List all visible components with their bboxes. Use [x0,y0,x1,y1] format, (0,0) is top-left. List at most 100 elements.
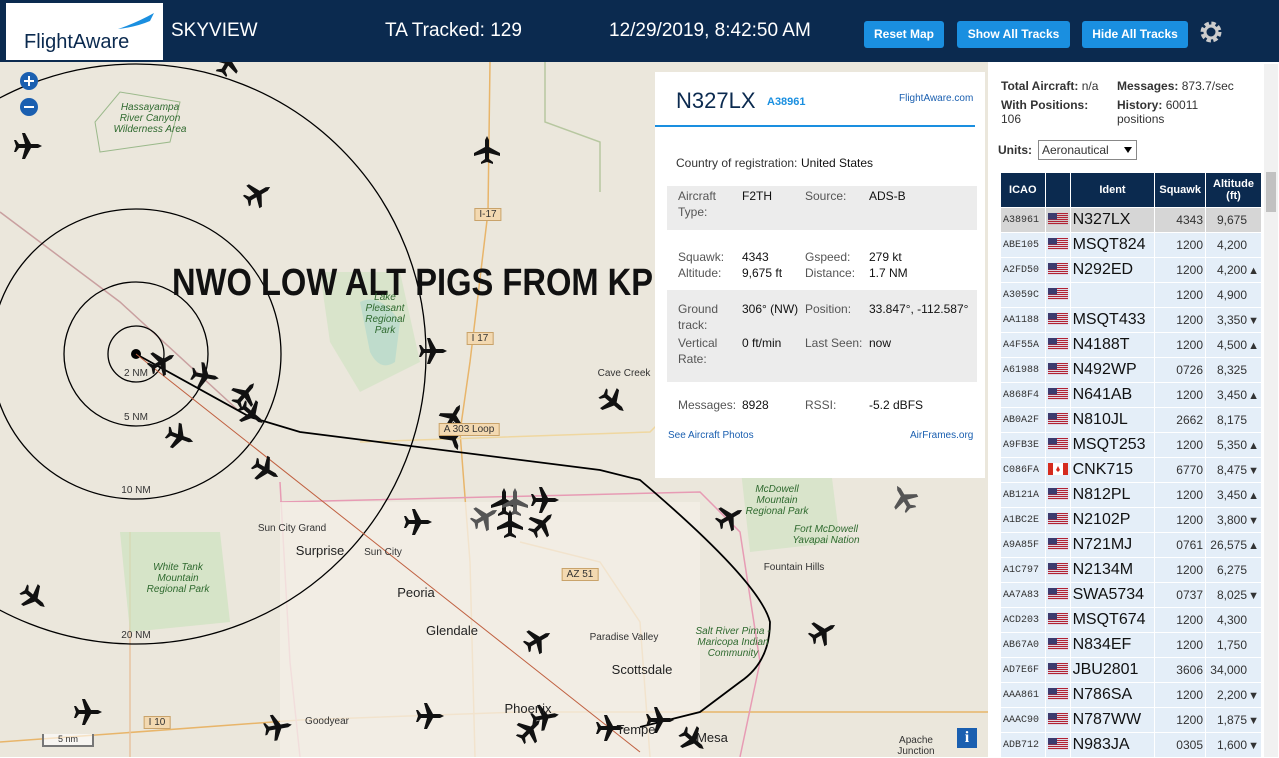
ident-cell: N810JL [1069,407,1156,433]
flightaware-link[interactable]: FlightAware.com [899,93,974,104]
column-header[interactable]: ICAO [1000,172,1046,208]
flag-icon [1047,287,1068,299]
flag-part [1047,393,1068,395]
place-label: Sun City [364,547,402,558]
road-label: A 303 Loop [438,423,500,436]
table-row[interactable]: AB0A2F N810JL 2662 8,175 [1000,407,1262,433]
trend-arrow: ▲ [1248,440,1259,452]
hide-tracks-button[interactable]: Hide All Tracks [1082,21,1188,48]
altitude-text: 34,000 [1210,663,1247,677]
units-select[interactable]: Aeronautical [1038,140,1137,160]
table-row[interactable]: A3059C 1200 4,900 [1000,282,1262,308]
settings-icon[interactable] [1198,19,1224,45]
reset-map-button[interactable]: Reset Map [864,21,944,48]
flag-icon [1047,262,1068,274]
ident-cell: MSQT824 [1069,232,1156,258]
table-row[interactable]: AB67A0 N834EF 1200 1,750 [1000,632,1262,658]
flag-part [1047,595,1068,597]
squawk-cell: 2662 [1154,407,1206,433]
flag-part [1047,712,1068,714]
scrollbar[interactable] [1264,64,1278,757]
flag-part [1047,668,1068,670]
flag-part [1047,212,1057,219]
table-row[interactable]: C086FA CNK715 6770 8,475▼ [1000,457,1262,483]
trend-slot: ▼ [1247,315,1259,327]
icao-cell: A1C797 [1000,557,1046,583]
table-row[interactable]: A9FB3E MSQT253 1200 5,350▲ [1000,432,1262,458]
info-icon[interactable]: i [957,728,977,748]
table-row[interactable]: ABE105 MSQT824 1200 4,200 [1000,232,1262,258]
flag-part [1047,237,1057,244]
aircraft-icon [74,699,102,725]
squawk-cell: 1200 [1154,682,1206,708]
table-row[interactable]: AAA861 N786SA 1200 2,200▼ [1000,682,1262,708]
ident-text: N787WW [1072,711,1142,728]
flag-part [1047,564,1068,566]
table-row[interactable]: A1BC2E N2102P 1200 3,800▼ [1000,507,1262,533]
column-header[interactable]: Altitude (ft) [1205,172,1262,208]
flag-part [1047,695,1068,697]
table-row[interactable]: A4F55A N4188T 1200 4,500▲ [1000,332,1262,358]
road-label: AZ 51 [561,568,599,581]
field-label: Gspeed: [805,250,851,264]
park-area [120,532,230,632]
squawk-cell: 1200 [1154,332,1206,358]
show-tracks-button[interactable]: Show All Tracks [957,21,1070,48]
table-row[interactable]: AA7A83 SWA5734 0737 8,025▼ [1000,582,1262,608]
flag-cell [1044,407,1071,433]
ident-text: N327LX [1072,211,1131,228]
logo-box[interactable]: FlightAware [6,3,163,60]
flag-cell [1044,282,1071,308]
flag-part [1047,266,1068,268]
table-row[interactable]: A38961 N327LX 4343 9,675 [1000,207,1262,233]
airframes-link[interactable]: AirFrames.org [910,430,974,441]
table-row[interactable]: A868F4 N641AB 1200 3,450▲ [1000,382,1262,408]
flag-part [1047,487,1057,494]
column-header[interactable]: Squawk [1154,172,1206,208]
table-row[interactable]: A2FD50 N292ED 1200 4,200▲ [1000,257,1262,283]
flag-icon [1047,737,1068,749]
icao-cell: A1BC2E [1000,507,1046,533]
flag-cell [1044,457,1071,483]
trend-arrow: ▼ [1248,740,1259,752]
column-header[interactable] [1044,172,1071,208]
trend-slot: ▲ [1247,340,1259,352]
flag-part [1047,612,1057,619]
table-row[interactable]: AB121A N812PL 1200 3,450▲ [1000,482,1262,508]
flag-part [1047,512,1057,519]
table-row[interactable]: ADB712 N983JA 0305 1,600▼ [1000,732,1262,758]
flag-part [1047,412,1068,414]
ident-text: MSQT433 [1072,311,1146,328]
altitude-cell: 3,450▲ [1205,482,1262,508]
flag-cell [1044,582,1071,608]
flag-part [1047,364,1068,366]
flag-part [1047,287,1057,294]
park-area [740,462,840,552]
flag-part [1047,318,1068,320]
table-row[interactable]: A9A85F N721MJ 0761 26,575▲ [1000,532,1262,558]
table-row[interactable]: AA1188 MSQT433 1200 3,350▼ [1000,307,1262,333]
photos-link[interactable]: See Aircraft Photos [668,430,754,441]
column-header[interactable]: Ident [1069,172,1156,208]
flag-part [1047,387,1068,389]
flag-part [1047,322,1068,324]
zoom-controls[interactable] [18,70,40,120]
flag-part [1047,362,1057,369]
scroll-thumb[interactable] [1266,172,1276,212]
table-row[interactable]: A61988 N492WP 0726 8,325 [1000,357,1262,383]
altitude-cell: 8,475▼ [1205,457,1262,483]
place-label: McDowell Mountain Regional Park [745,484,809,517]
table-row[interactable]: AAAC90 N787WW 1200 1,875▼ [1000,707,1262,733]
flag-part [1047,587,1068,589]
icao-cell: A4F55A [1000,332,1046,358]
ident-text: N292ED [1072,261,1134,278]
table-row[interactable]: AD7E6F JBU2801 3606 34,000 [1000,657,1262,683]
table-row[interactable]: ACD203 MSQT674 1200 4,300 [1000,607,1262,633]
table-row[interactable]: A1C797 N2134M 1200 6,275 [1000,557,1262,583]
flag-part [1047,547,1068,549]
field-value: ADS-B [869,189,906,203]
flag-part [1047,443,1068,445]
flag-part [1047,643,1068,645]
stat-value: 106 [1001,112,1022,126]
flag-part [1047,264,1068,266]
